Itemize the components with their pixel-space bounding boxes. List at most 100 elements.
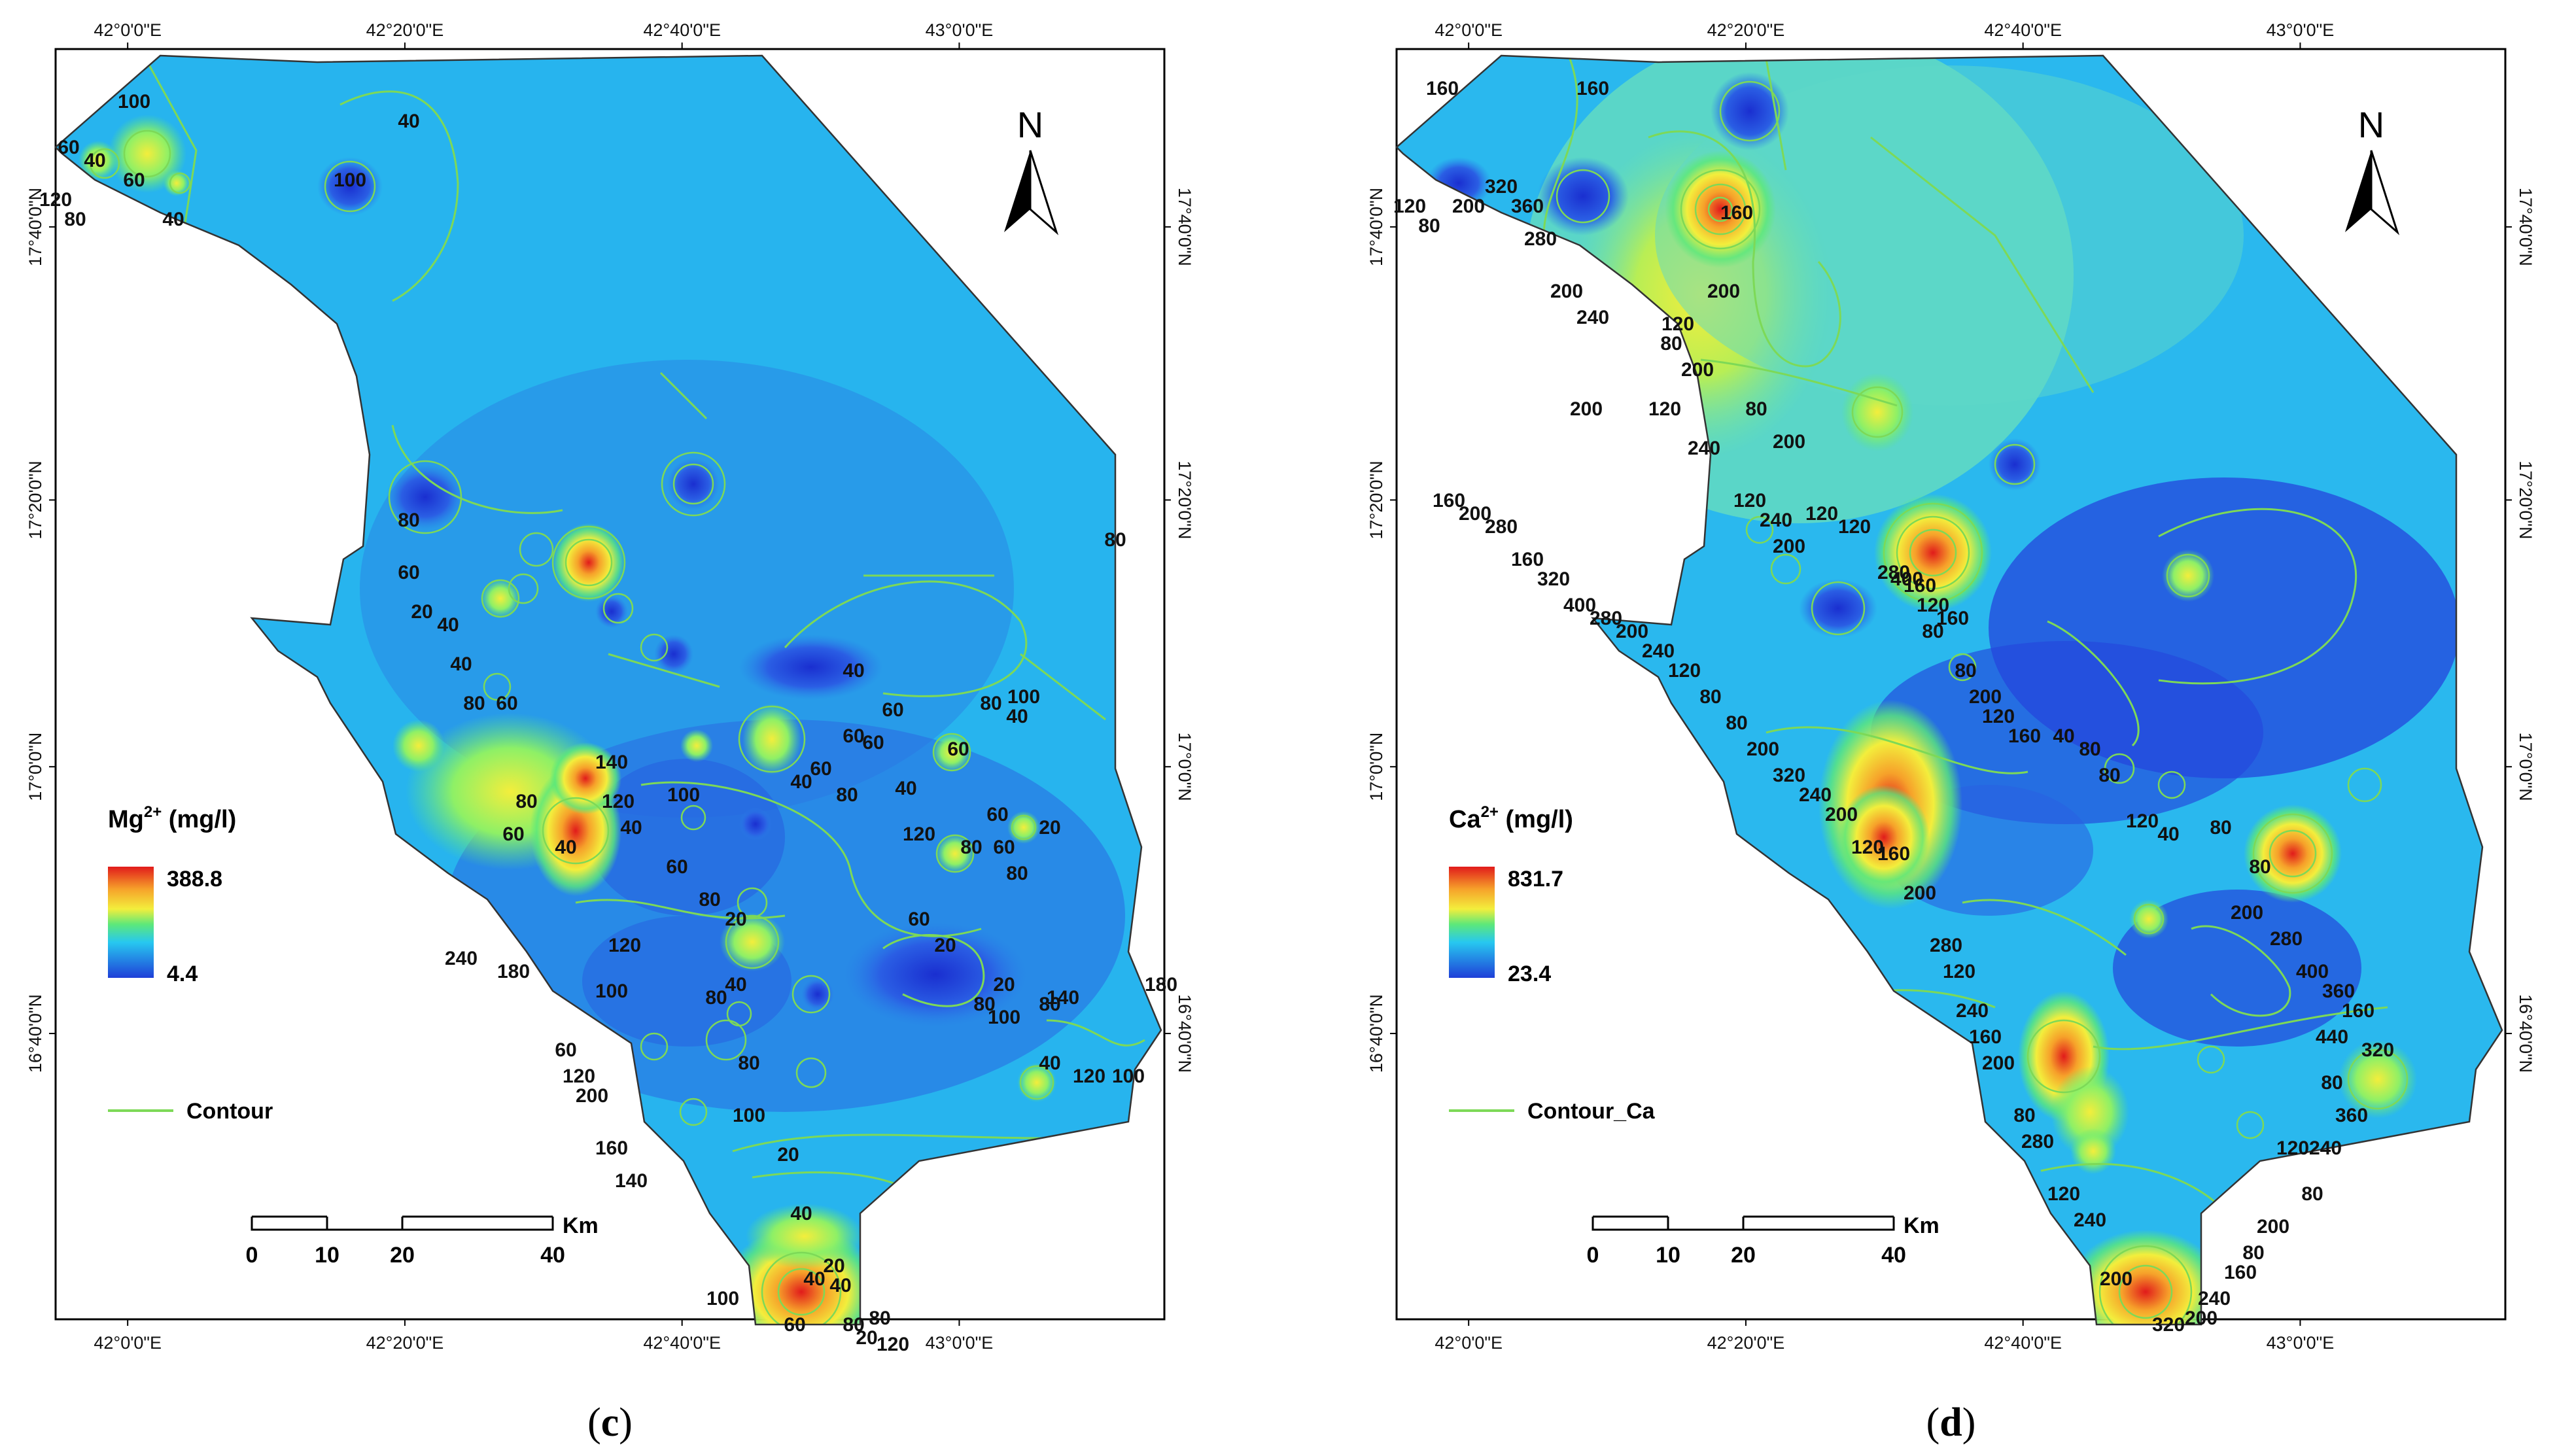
contour-label: 40 — [803, 1268, 825, 1290]
scale-tick-label: 0 — [246, 1243, 258, 1268]
contour-label: 200 — [1773, 536, 1805, 557]
contour-label: 20 — [823, 1255, 844, 1277]
contour-label: 240 — [1760, 510, 1792, 531]
contour-label: 60 — [555, 1039, 576, 1061]
lat-label-left: 16°40'0"N — [1366, 994, 1386, 1073]
contour-label: 200 — [1570, 398, 1603, 420]
lat-label-left: 17°40'0"N — [26, 188, 45, 266]
study-area-outline-c — [54, 54, 1162, 1326]
contour-label: 60 — [908, 909, 930, 930]
lon-label-top: 42°40'0"E — [1984, 20, 2062, 40]
contour-label: 140 — [615, 1170, 648, 1192]
contour-label: 80 — [2013, 1105, 2035, 1126]
contour-label: 40 — [1039, 1052, 1060, 1074]
contour-label: 120 — [1982, 706, 2015, 727]
legend-color-ramp — [108, 867, 154, 978]
contour-label: 40 — [450, 653, 472, 675]
contour-label: 80 — [398, 510, 419, 531]
contour-label: 200 — [2185, 1308, 2218, 1329]
contour-label: 60 — [843, 725, 864, 747]
contour-label: 100 — [595, 980, 628, 1002]
contour-label: 40 — [843, 660, 864, 682]
scale-unit: Km — [563, 1213, 599, 1238]
lon-label-top: 43°0'0"E — [926, 20, 994, 40]
contour-label: 80 — [1418, 215, 1440, 237]
contour-label: 80 — [1104, 529, 1126, 551]
lat-label-left: 17°20'0"N — [1366, 460, 1386, 539]
map-frame-d — [1395, 48, 2507, 1321]
contour-label: 80 — [2210, 817, 2231, 839]
contour-label: 80 — [738, 1052, 759, 1074]
contour-label: 180 — [497, 961, 530, 982]
north-label: N — [2358, 104, 2384, 145]
contour-label: 120 — [1648, 398, 1681, 420]
contour-label: 60 — [502, 823, 524, 845]
contour-label: 20 — [725, 909, 746, 930]
contour-label: 20 — [411, 601, 432, 623]
contour-label: 100 — [667, 784, 700, 806]
contour-label: 120 — [1661, 313, 1694, 335]
contour-label: 120 — [1393, 196, 1426, 217]
contour-label: 200 — [1904, 882, 1936, 904]
contour-label: 80 — [2098, 765, 2120, 786]
legend-contour-label: Contour — [186, 1099, 273, 1124]
contour-label: 240 — [1642, 640, 1675, 662]
contour-label: 80 — [980, 693, 1001, 714]
lat-label-left: 17°40'0"N — [1366, 188, 1386, 266]
contour-label: 240 — [1956, 1000, 1989, 1022]
contour-label: 40 — [725, 974, 746, 996]
north-arrow-icon-half — [2370, 150, 2400, 235]
contour-label: 200 — [1825, 804, 1858, 825]
contour-label: 160 — [1433, 490, 1465, 511]
contour-label: 200 — [1982, 1052, 2015, 1074]
contour-label: 60 — [882, 699, 903, 721]
contour-label: 20 — [777, 1144, 799, 1166]
contour-label: 80 — [1039, 994, 1060, 1015]
contour-label: 100 — [988, 1007, 1020, 1028]
contour-label: 200 — [2100, 1268, 2132, 1290]
contour-label: 80 — [1006, 863, 1028, 884]
contour-label: 80 — [2321, 1072, 2342, 1094]
contour-label: 60 — [666, 856, 687, 878]
contour-label: 160 — [1969, 1026, 2002, 1048]
legend-max: 388.8 — [167, 867, 222, 892]
contour-label: 320 — [2152, 1314, 2185, 1336]
contour-label: 120 — [1805, 503, 1838, 525]
contour-label: 360 — [2335, 1105, 2368, 1126]
contour-label: 40 — [1006, 706, 1028, 727]
contour-label: 40 — [162, 209, 184, 230]
contour-label: 240 — [1688, 438, 1720, 459]
contour-label: 400 — [1563, 595, 1596, 616]
contour-label: 60 — [862, 732, 884, 754]
contour-label: 200 — [1681, 359, 1714, 381]
contour-label: 280 — [2021, 1131, 2054, 1153]
contour-label: 40 — [398, 111, 419, 132]
contour-label: 40 — [829, 1275, 851, 1296]
contour-label: 280 — [2270, 928, 2303, 950]
contour-label: 200 — [1616, 621, 1648, 642]
contour-label: 240 — [2198, 1288, 2231, 1309]
lat-label-right: 16°40'0"N — [2516, 994, 2535, 1073]
contour-label: 80 — [1726, 712, 1747, 734]
contour-label: 280 — [1524, 228, 1557, 250]
lon-label-top: 43°0'0"E — [2267, 20, 2335, 40]
north-arrow-icon-half — [1029, 150, 1059, 235]
lat-label-right: 17°20'0"N — [2516, 460, 2535, 539]
contour-label: 320 — [1485, 176, 1518, 198]
contour-label: 200 — [576, 1085, 608, 1107]
contour-label: 320 — [1773, 765, 1805, 786]
contour-label: 120 — [1943, 961, 1975, 982]
contour-label: 320 — [2361, 1039, 2394, 1061]
contour-label: 160 — [2342, 1000, 2374, 1022]
contour-label: 80 — [699, 889, 720, 910]
contour-label: 80 — [973, 994, 995, 1015]
contour-label: 240 — [1576, 307, 1609, 328]
legend-title: Mg2+ (mg/l) — [108, 803, 236, 833]
scale-tick-label: 20 — [1731, 1243, 1756, 1268]
contour-label: 40 — [620, 817, 642, 839]
contour-label: 200 — [1452, 196, 1485, 217]
lat-label-right: 17°20'0"N — [1175, 460, 1194, 539]
contour-label: 120 — [1668, 660, 1701, 682]
contour-label: 120 — [39, 189, 72, 211]
